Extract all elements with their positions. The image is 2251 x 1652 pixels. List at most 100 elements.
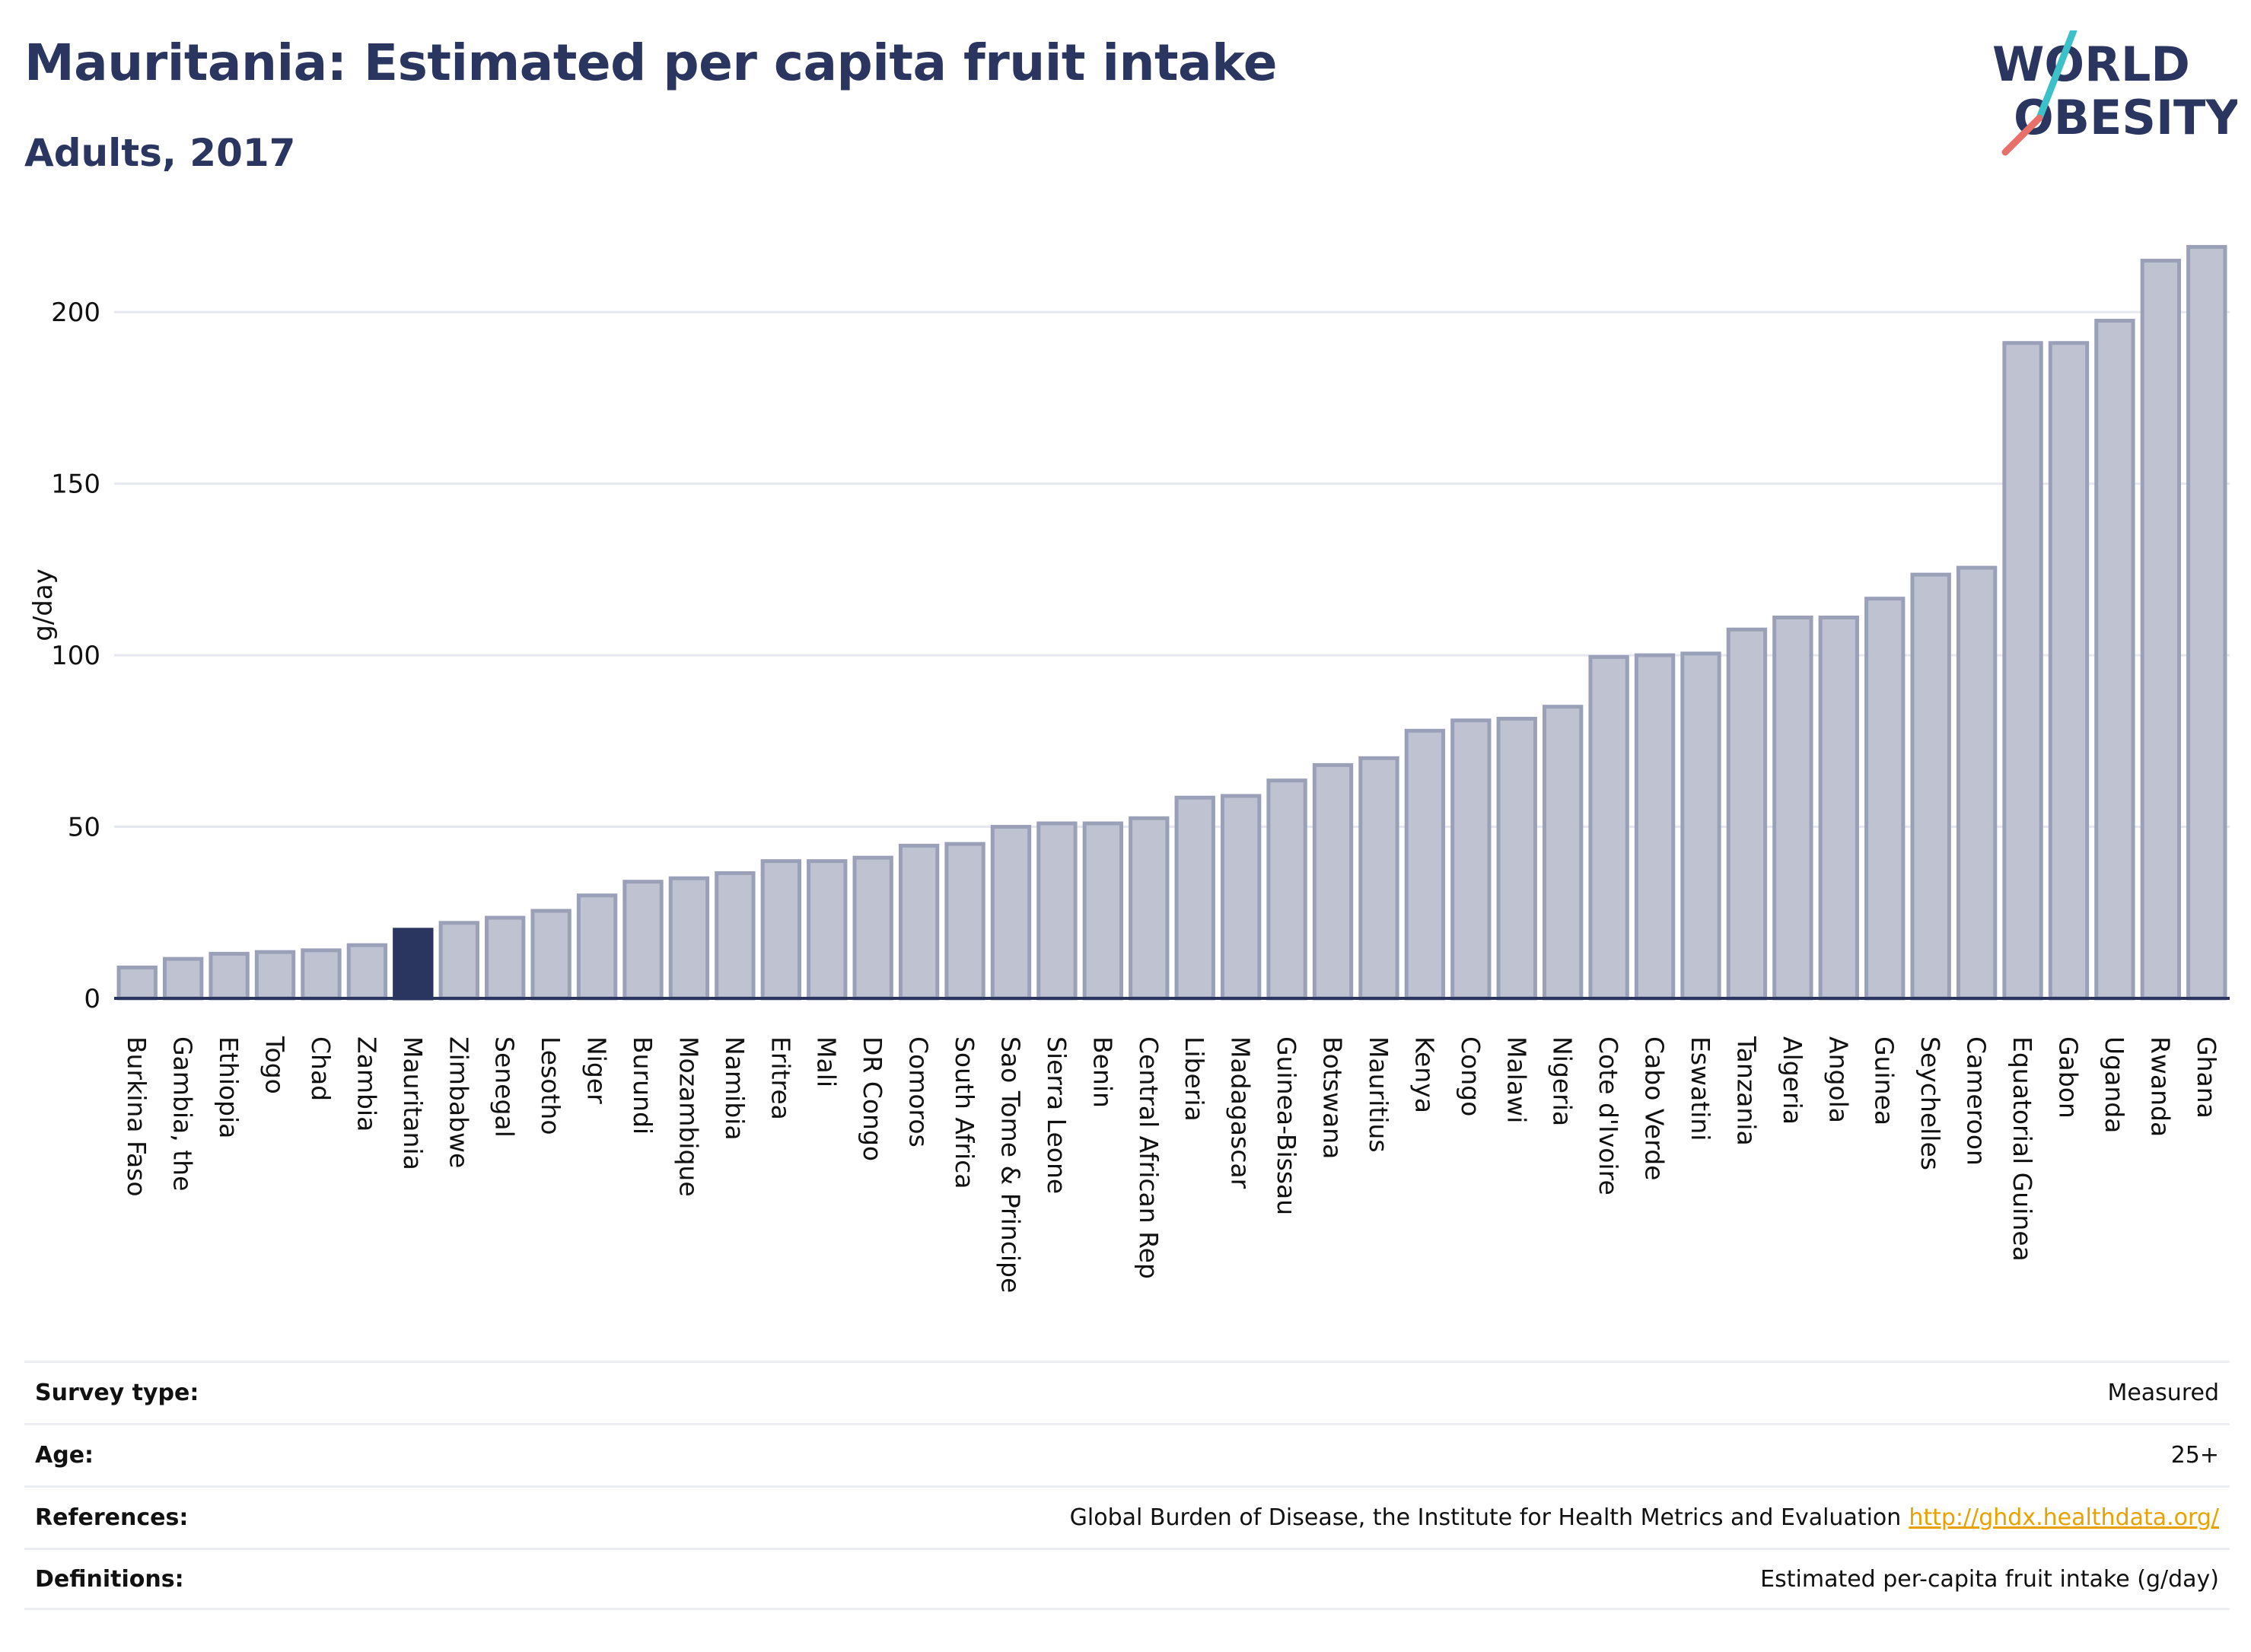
bar-malawi [1496, 717, 1537, 1001]
bar-dr-congo [852, 855, 893, 1001]
info-row: Survey type: Measured [24, 1361, 2230, 1423]
logo-slash-bottom [2001, 114, 2043, 156]
x-tick-label: Algeria [1778, 1036, 1807, 1125]
bar-sao-tome-principe [990, 825, 1032, 1001]
bar-guinea-bissau [1266, 778, 1307, 1001]
x-tick-label: Liberia [1180, 1036, 1209, 1122]
bar-guinea [1864, 597, 1906, 1001]
x-tick-label: Kenya [1409, 1036, 1439, 1113]
info-value: Global Burden of Disease, the Institute … [1069, 1504, 2219, 1531]
bar-sierra-leone [1036, 821, 1078, 1001]
info-key: Age: [35, 1442, 94, 1469]
bar-ethiopia [209, 951, 250, 1001]
x-tick-label: Cabo Verde [1640, 1036, 1670, 1180]
bar-congo [1450, 718, 1492, 1001]
bar-mauritius [1358, 756, 1399, 1001]
x-tick-label: Uganda [2100, 1036, 2129, 1133]
bar-gabon [2048, 341, 2090, 1001]
x-tick-label: Nigeria [1548, 1036, 1578, 1126]
x-tick-label: Sierra Leone [1042, 1036, 1071, 1194]
bar-kenya [1404, 728, 1446, 1001]
x-tick-label: Senegal [490, 1036, 520, 1138]
bar-togo [254, 950, 296, 1001]
info-value: 25+ [2170, 1442, 2219, 1469]
x-tick-label: Malawi [1501, 1036, 1531, 1123]
y-tick-label: 100 [51, 641, 100, 671]
x-tick-label: Benin [1087, 1036, 1117, 1108]
bar-zambia [346, 943, 388, 1001]
bar-eswatini [1680, 651, 1721, 1001]
y-axis-label: g/day [28, 568, 59, 641]
bar-eritrea [760, 859, 801, 1001]
x-tick-label: Madagascar [1226, 1036, 1256, 1189]
x-tick-label: Eritrea [766, 1036, 795, 1120]
reference-link[interactable]: http://ghdx.healthdata.org/ [1909, 1504, 2219, 1531]
info-key: Definitions: [35, 1565, 184, 1593]
info-row: References: Global Burden of Disease, the… [24, 1485, 2230, 1548]
x-tick-label: Lesotho [536, 1036, 565, 1135]
x-tick-label: Burundi [628, 1036, 657, 1135]
y-tick-labels: 0 50 100 150 200 [51, 298, 100, 1014]
x-tick-label: Gabon [2053, 1036, 2083, 1119]
y-tick-label: 200 [51, 298, 100, 328]
x-tick-label: Guinea [1870, 1036, 1899, 1125]
chart-subtitle: Adults, 2017 [24, 131, 296, 175]
bar-gambia-the [162, 957, 204, 1001]
bar-burkina-faso [116, 965, 158, 1001]
x-tick-label: Niger [582, 1036, 612, 1104]
x-tick-label: Mauritania [398, 1036, 428, 1170]
bar-benin [1082, 821, 1124, 1001]
logo-slash-top [2036, 30, 2077, 122]
info-row: Definitions: Estimated per-capita fruit i… [24, 1548, 2230, 1610]
info-key: Survey type: [35, 1380, 199, 1406]
bar-chad [301, 948, 342, 1001]
x-tick-label: Zimbabwe [444, 1036, 473, 1168]
x-tick-label: Cote d'Ivoire [1594, 1036, 1623, 1195]
x-tick-label: Equatorial Guinea [2007, 1036, 2037, 1262]
bar-namibia [715, 871, 756, 1001]
x-tick-label: Mali [812, 1036, 842, 1087]
bar-uganda [2094, 318, 2135, 1001]
bar-ghana [2186, 245, 2227, 1001]
world-obesity-logo: WORLD OBESITY [1992, 30, 2237, 156]
bar-equatorial-guinea [2002, 341, 2043, 1001]
x-tick-labels: Burkina Faso Gambia, the Ethiopia Togo Chad Z… [122, 1036, 2221, 1293]
bar-mali [807, 859, 848, 1001]
x-tick-label: Burkina Faso [122, 1036, 151, 1197]
x-tick-label: Cameroon [1962, 1036, 1992, 1166]
x-tick-label: Central African Rep [1134, 1036, 1164, 1279]
x-tick-label: Comoros [904, 1036, 934, 1147]
bar-senegal [485, 915, 526, 1001]
info-row: Age: 25+ [24, 1423, 2230, 1485]
bar-liberia [1174, 795, 1215, 1001]
x-tick-label: DR Congo [858, 1036, 887, 1161]
x-tick-label: Mauritius [1364, 1036, 1393, 1153]
y-tick-label: 150 [51, 469, 100, 500]
bar-zimbabwe [438, 921, 479, 1001]
y-tick-label: 0 [84, 984, 100, 1014]
bar-cabo-verde [1634, 653, 1676, 1001]
x-tick-label: South Africa [950, 1036, 979, 1189]
x-tick-label: Mozambique [673, 1036, 703, 1197]
bar-cameroon [1956, 565, 1998, 1001]
bar-burundi [622, 880, 664, 1001]
x-tick-label: Botswana [1318, 1036, 1348, 1159]
bar-rwanda [2140, 259, 2182, 1001]
x-tick-label: Ethiopia [214, 1036, 244, 1138]
bar-cote-d-ivoire [1588, 654, 1629, 1001]
bar-comoros [898, 843, 940, 1001]
logo-line1: WORLD [1992, 37, 2190, 92]
logo-line2: OBESITY [2014, 90, 2237, 145]
x-tick-label: Rwanda [2145, 1036, 2175, 1137]
x-tick-label: Eswatini [1686, 1036, 1715, 1141]
x-tick-label: Tanzania [1731, 1036, 1761, 1146]
x-tick-label: Ghana [2192, 1036, 2221, 1119]
x-tick-label: Angola [1823, 1036, 1853, 1123]
bar-mozambique [668, 876, 710, 1001]
x-tick-label: Togo [260, 1036, 290, 1094]
x-tick-label: Chad [306, 1036, 336, 1101]
y-tick-label: 50 [68, 813, 100, 843]
bar-lesotho [530, 909, 572, 1001]
bars [116, 245, 2227, 1001]
bar-nigeria [1543, 705, 1584, 1001]
